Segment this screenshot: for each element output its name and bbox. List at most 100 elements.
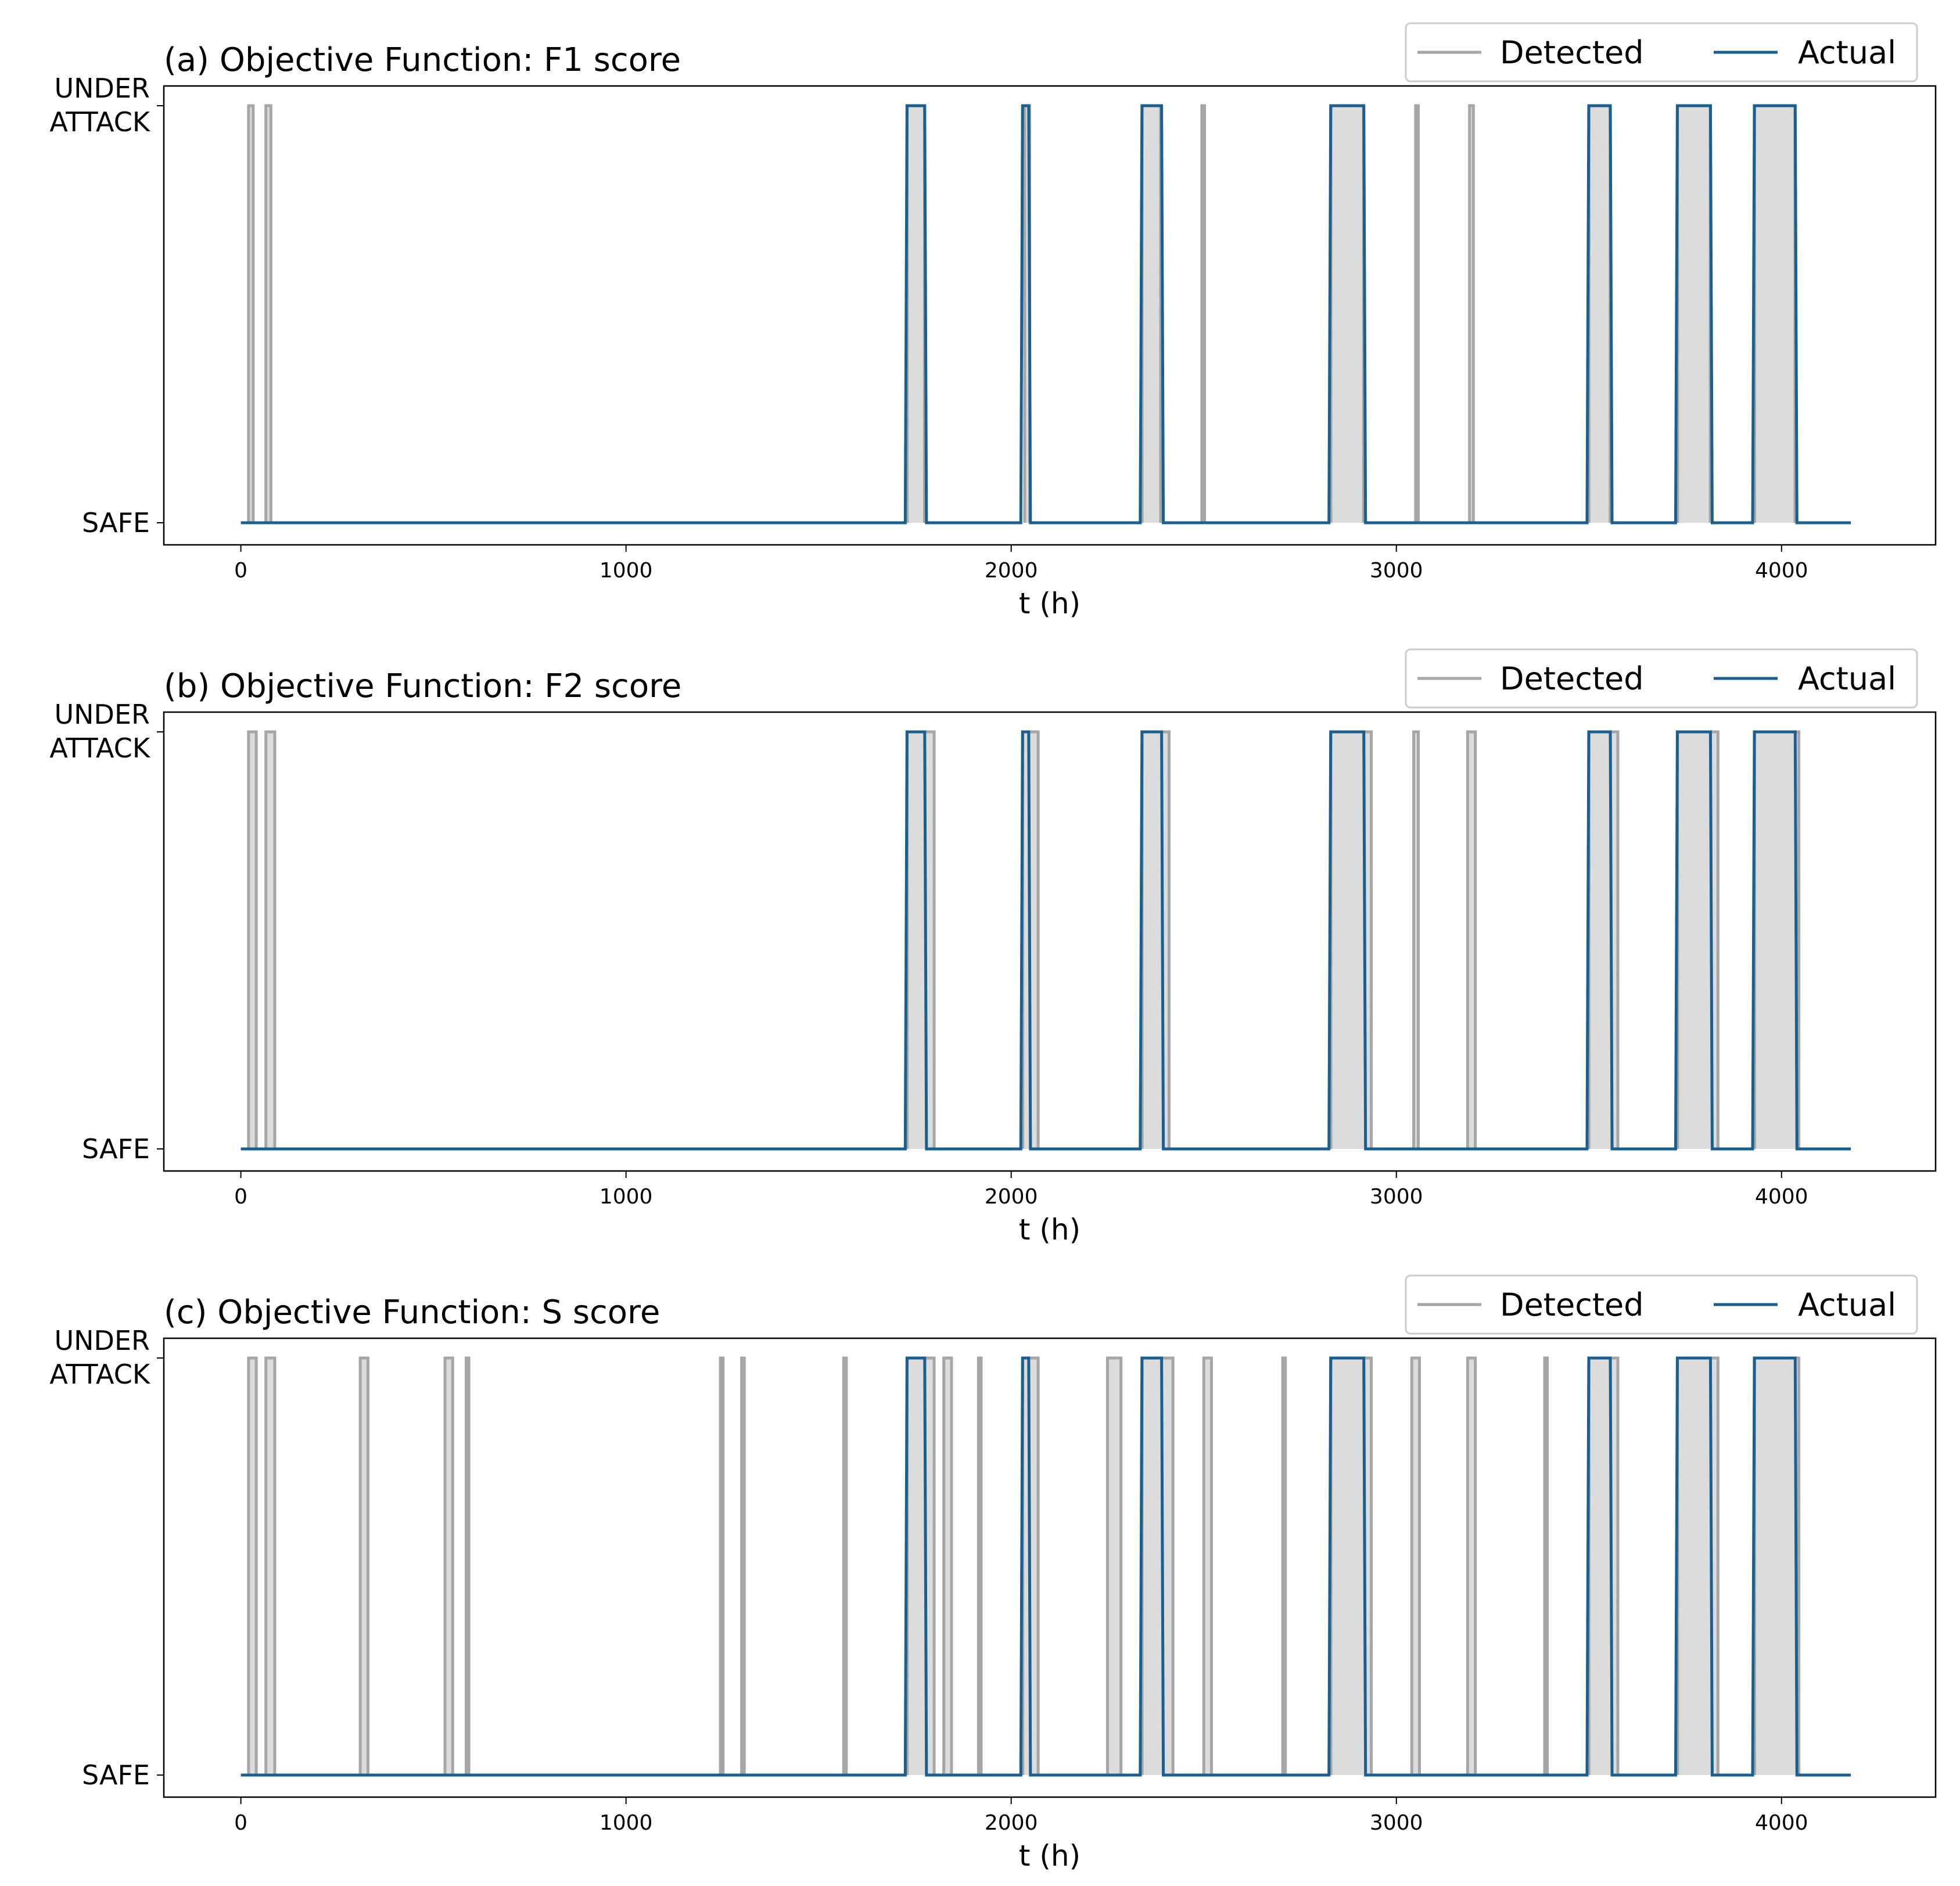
x-tick-label: 0 xyxy=(234,1811,247,1835)
detected-fill xyxy=(248,732,257,1149)
legend: Detected Actual xyxy=(1405,22,1918,82)
detected-pulse xyxy=(977,1356,983,1775)
y-tick-label-line: UNDER xyxy=(54,699,150,730)
legend-label-actual: Actual xyxy=(1798,660,1896,697)
detected-fill xyxy=(1413,732,1419,1149)
legend-box xyxy=(1405,1274,1918,1335)
detected-fill xyxy=(1024,106,1030,523)
detected-fill xyxy=(1754,1358,1799,1775)
legend-label-actual: Actual xyxy=(1798,34,1896,71)
x-tick-label: 4000 xyxy=(1755,559,1808,583)
chart-title: (b) Objective Function: F2 score xyxy=(164,667,681,705)
detected-pulse xyxy=(740,1356,746,1775)
legend-box xyxy=(1405,648,1918,709)
y-tick-label-line: UNDER xyxy=(54,1325,150,1356)
legend-label-detected: Detected xyxy=(1500,660,1644,697)
actual-series-line xyxy=(240,104,1851,525)
chart-panel-1: (a) Objective Function: F1 score SAFE UNDE… xyxy=(49,22,1937,620)
x-tick-label: 2000 xyxy=(985,559,1038,583)
detected-pulse xyxy=(464,1356,471,1775)
detected-pulse xyxy=(1281,1356,1287,1775)
x-tick-label: 1000 xyxy=(600,1185,653,1209)
x-tick-label: 3000 xyxy=(1370,1811,1423,1835)
plot-frame xyxy=(163,711,1937,1172)
detected-pulse xyxy=(1468,104,1475,523)
detected-fill xyxy=(248,106,253,523)
x-tick-label: 4000 xyxy=(1755,1811,1808,1835)
detected-fill xyxy=(265,106,271,523)
x-axis-label: t (h) xyxy=(1019,587,1080,620)
detected-pulse xyxy=(719,1356,725,1775)
detected-pulse xyxy=(1466,730,1477,1149)
y-tick-label-line: ATTACK xyxy=(49,106,150,138)
actual-series-line xyxy=(240,730,1851,1151)
detected-fill xyxy=(1142,106,1161,523)
x-axis-label: t (h) xyxy=(1019,1213,1080,1246)
detected-pulse xyxy=(1200,104,1207,523)
detected-fill xyxy=(907,732,935,1149)
y-tick-label: UNDER ATTACK xyxy=(49,699,150,764)
detected-pulse xyxy=(1543,1356,1549,1775)
detected-pulse xyxy=(358,1356,369,1775)
chart-panel-2: (b) Objective Function: F2 score SAFE UNDE… xyxy=(49,648,1937,1246)
chart-title: (a) Objective Function: F1 score xyxy=(164,41,681,79)
detected-fill xyxy=(1754,732,1799,1149)
plot-frame xyxy=(163,1337,1937,1798)
legend-label-detected: Detected xyxy=(1500,1287,1644,1323)
detected-fill xyxy=(907,1358,935,1775)
detected-fill xyxy=(248,1358,257,1775)
detected-fill xyxy=(1677,106,1711,523)
detected-fill xyxy=(1589,732,1618,1149)
detected-pulse xyxy=(842,1356,848,1775)
y-tick-label-line: ATTACK xyxy=(49,732,150,764)
detected-pulse xyxy=(942,1356,953,1775)
detected-pulse xyxy=(1414,104,1420,523)
detected-pulse xyxy=(264,1356,277,1775)
detected-pulse xyxy=(1466,1356,1477,1775)
detected-fill xyxy=(1469,106,1474,523)
detected-fill xyxy=(907,106,925,523)
detected-pulse xyxy=(1412,730,1420,1149)
detected-fill xyxy=(1142,1358,1173,1775)
legend-label-actual: Actual xyxy=(1798,1287,1896,1323)
detected-fill xyxy=(1142,732,1169,1149)
chart-title: (c) Objective Function: S score xyxy=(164,1294,660,1331)
detected-pulse xyxy=(1410,1356,1421,1775)
y-tick-label-line: UNDER xyxy=(54,73,150,104)
x-axis-label: t (h) xyxy=(1019,1839,1080,1873)
detected-fill xyxy=(265,732,275,1149)
x-tick-label: 2000 xyxy=(985,1811,1038,1835)
x-tick-label: 1000 xyxy=(600,1811,653,1835)
detected-fill xyxy=(1589,1358,1618,1775)
detected-pulse xyxy=(247,730,258,1149)
detected-fill xyxy=(445,1358,453,1775)
actual-series-line xyxy=(240,1356,1851,1777)
x-tick-label: 4000 xyxy=(1755,1185,1808,1209)
detected-fill xyxy=(1754,106,1795,523)
detected-fill xyxy=(1331,106,1364,523)
y-tick-label-line: ATTACK xyxy=(49,1359,150,1390)
legend-label-detected: Detected xyxy=(1500,34,1644,71)
chart-panel-3: (c) Objective Function: S score SAFE UNDER… xyxy=(49,1274,1937,1873)
y-tick-label: SAFE xyxy=(82,1759,150,1791)
detected-pulse xyxy=(264,104,272,523)
detected-pulse xyxy=(247,104,255,523)
detected-fill xyxy=(1467,1358,1476,1775)
detected-fill xyxy=(265,1358,275,1775)
y-tick-label: SAFE xyxy=(82,507,150,538)
detected-fill xyxy=(1107,1358,1121,1775)
x-tick-label: 0 xyxy=(234,1185,247,1209)
detected-fill xyxy=(1412,1358,1420,1775)
legend: Detected Actual xyxy=(1405,1274,1918,1335)
x-tick-label: 2000 xyxy=(985,1185,1038,1209)
detected-pulse xyxy=(1202,1356,1213,1775)
detected-fill xyxy=(1204,1358,1212,1775)
y-tick-label: UNDER ATTACK xyxy=(49,73,150,138)
x-tick-label: 3000 xyxy=(1370,559,1423,583)
detected-pulse xyxy=(443,1356,454,1775)
x-tick-label: 1000 xyxy=(600,559,653,583)
detected-pulse xyxy=(247,1356,258,1775)
y-tick-label: SAFE xyxy=(82,1133,150,1165)
legend-box xyxy=(1405,22,1918,82)
